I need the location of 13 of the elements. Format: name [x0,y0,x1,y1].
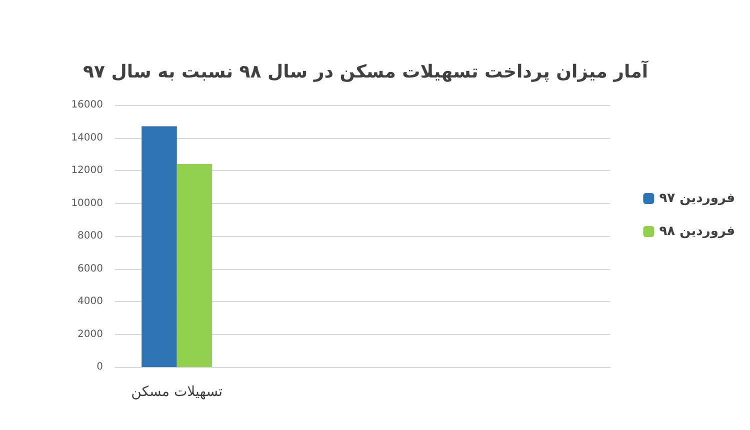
y-tick-label: 4000 [78,296,103,307]
y-tick-label: 16000 [71,100,103,110]
y-tick-label: 0 [96,362,103,372]
y-tick-label: 8000 [78,230,103,242]
chart-title: آمار میزان پرداخت تسهیلات مسکن در سال ۹۸ نسبت به سال ۹۷ [83,60,649,82]
y-tick-label: 14000 [71,132,103,144]
y-tick-label: 2000 [78,328,103,340]
y-tick-label: 10000 [71,198,103,209]
legend-label: فروردین ۹۸ [659,224,736,239]
legend-label: فروردین ۹۷ [659,191,736,206]
x-tick-label: تسهیلات مسکن [131,384,223,400]
y-tick-label: 12000 [71,165,103,176]
y-tick-label: 6000 [78,263,103,274]
